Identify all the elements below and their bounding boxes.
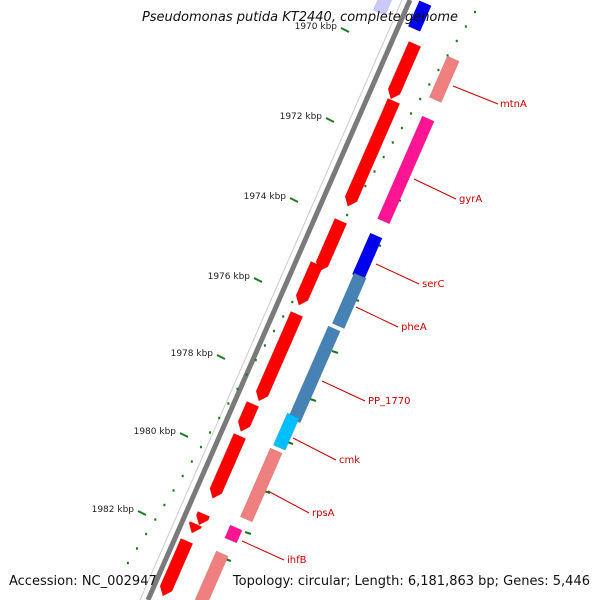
genome-backbone [145,0,413,600]
scale-dot [209,431,212,434]
cds-feature [255,311,304,402]
scale-dot [410,112,413,115]
scale-dot [346,213,349,217]
cds-feature [209,433,247,499]
scale-dot [364,184,367,188]
cds-feature-PP_1770 [287,325,341,424]
gene-label-cmk: cmk [339,455,360,466]
scale-dot [172,489,175,492]
scale-dot [136,547,139,550]
gene-label-gyrA: gyrA [459,194,482,205]
gene-callout-line [292,437,337,461]
scale-dot [126,561,129,565]
scale-dot [437,68,440,72]
cds-feature-ihfB [224,524,243,544]
genome-summary-text: Topology: circular; Length: 6,181,863 bp… [232,574,590,589]
scale-dot [218,416,221,420]
scale-dot [263,344,266,347]
scale-dot [245,373,248,376]
cds-feature [188,521,203,534]
kbp-label: 1972 kbp [280,112,323,122]
scale-dot [154,518,157,521]
gene-label-mtnA: mtnA [500,99,527,110]
scale-dot [455,39,458,43]
kbp-label: 1982 kbp [92,505,135,515]
cds-feature [295,261,324,306]
scale-dot [163,503,166,507]
scale-dot [291,300,294,304]
scale-dot [181,474,184,478]
kbp-tick [137,510,147,516]
kbp-tick [325,117,335,123]
scale-dot [382,155,385,159]
scale-dot [428,83,431,86]
cds-feature [237,401,260,432]
gene-callout-line [375,263,420,285]
cds-feature-pheA [331,272,367,329]
genome-backbone-highlight [139,0,403,600]
gene-label-PP_1770: PP_1770 [368,396,411,407]
gene-callout-line [267,490,310,514]
scale-dot [282,315,285,318]
scale-dot [190,460,193,463]
cds-feature-rpsA [239,447,283,523]
cds-feature [344,98,401,207]
kbp-tick [340,27,350,33]
scale-dot [400,126,403,130]
scale-dot [199,445,202,449]
cds-feature [315,218,348,272]
cds-feature [196,511,211,526]
cds-feature [159,538,194,597]
kbp-label: 1976 kbp [208,272,251,282]
feature-tick [244,531,252,535]
kbp-label: 1974 kbp [244,192,287,202]
gene-label-ihfB: ihfB [287,555,307,566]
cds-feature [194,550,229,600]
scale-dot [145,532,148,536]
gene-callout-line [241,540,285,561]
kbp-label: 1978 kbp [171,349,214,359]
cds-feature-cmk [272,412,300,451]
kbp-tick [216,354,226,360]
feature-top-inner [407,0,432,32]
gene-label-serC: serC [422,279,444,290]
gene-label-rpsA: rpsA [312,508,335,519]
gene-callout-line [452,85,499,105]
scale-dot [273,329,276,333]
cds-feature-mtnA [428,55,460,103]
accession-text: Accession: NC_002947 [9,574,157,589]
scale-dot [227,402,230,405]
scale-dot [464,25,467,28]
feature-tick [309,398,317,402]
scale-dot [236,387,239,391]
kbp-tick [253,277,263,283]
kbp-label: 1980 kbp [134,427,177,437]
scale-dot [391,141,394,144]
scale-dot [419,97,422,101]
kbp-tick [289,197,299,203]
feature-tick [331,350,339,354]
scale-dot [474,10,476,14]
cds-feature [387,41,422,100]
gene-callout-line [355,306,399,328]
gene-callout-line [413,178,457,200]
kbp-label: 1970 kbp [295,22,338,32]
genome-title: Pseudomonas putida KT2440, complete geno… [141,10,459,25]
feature-top-outer [372,0,393,16]
scale-dot [254,358,257,362]
gene-label-pheA: pheA [401,322,427,333]
gene-callout-line [321,380,366,402]
scale-dot [373,170,376,173]
kbp-tick [179,432,189,438]
cds-feature-serC [351,232,383,280]
scale-dot [446,54,449,57]
cds-feature-gyrA [377,115,435,225]
